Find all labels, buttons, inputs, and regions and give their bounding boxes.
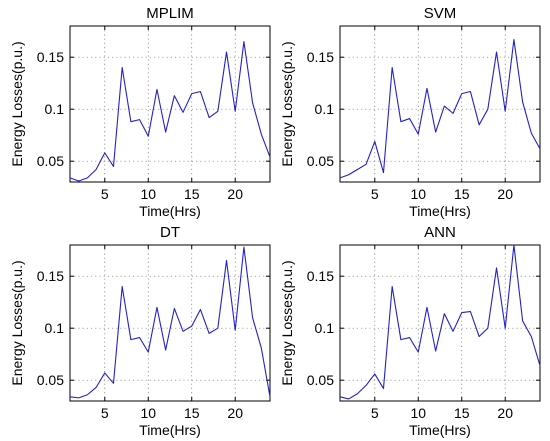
y-axis-label: Energy Losses(p.u.) xyxy=(279,260,295,385)
subplot-title: SVM xyxy=(424,5,457,22)
y-tick-label: 0.05 xyxy=(37,372,64,388)
x-tick-label: 15 xyxy=(454,405,470,421)
y-tick-label: 0.15 xyxy=(37,49,64,65)
y-tick-label: 0.05 xyxy=(307,372,334,388)
x-tick-label: 5 xyxy=(371,405,379,421)
plot-frame xyxy=(339,25,541,183)
y-tick-label: 0.1 xyxy=(315,320,335,336)
plot-frame xyxy=(69,25,271,183)
y-tick-label: 0.15 xyxy=(37,268,64,284)
subplot-mplim: 5 10 15 20 0.05 0.1 0.15 MPLIM Time(Hrs) Energy L… xyxy=(9,5,271,219)
subplot-title: ANN xyxy=(424,224,456,241)
subplot-svm: 5 10 15 20 0.05 0.1 0.15 SVM Time(Hrs) Energy Los… xyxy=(279,5,541,219)
series-line-mplim xyxy=(69,41,271,182)
subplot-title: DT xyxy=(160,224,180,241)
x-tick-label: 15 xyxy=(184,405,200,421)
y-tick-label: 0.1 xyxy=(315,101,335,117)
x-axis-label: Time(Hrs) xyxy=(139,203,201,219)
subplot-ann: 5 10 15 20 0.05 0.1 0.15 ANN Time(Hrs) Energy Los… xyxy=(279,224,541,438)
x-tick-label: 5 xyxy=(371,186,379,202)
y-axis-label: Energy Losses(p.u.) xyxy=(9,41,25,166)
x-tick-label: 5 xyxy=(101,186,109,202)
x-tick-label: 15 xyxy=(184,186,200,202)
x-tick-label: 20 xyxy=(227,405,243,421)
subplot-title: MPLIM xyxy=(146,5,194,22)
y-tick-label: 0.05 xyxy=(307,153,334,169)
x-tick-label: 20 xyxy=(497,405,513,421)
y-tick-label: 0.1 xyxy=(45,101,65,117)
x-tick-label: 10 xyxy=(410,405,426,421)
y-axis-label: Energy Losses(p.u.) xyxy=(9,260,25,385)
x-axis-label: Time(Hrs) xyxy=(409,203,471,219)
y-tick-label: 0.05 xyxy=(37,153,64,169)
x-axis-label: Time(Hrs) xyxy=(409,422,471,438)
series-line-dt xyxy=(69,246,271,399)
x-tick-label: 10 xyxy=(140,405,156,421)
x-tick-label: 10 xyxy=(140,186,156,202)
plot-frame xyxy=(69,244,271,402)
y-axis-label: Energy Losses(p.u.) xyxy=(279,41,295,166)
series-line-svm xyxy=(339,38,541,179)
x-tick-label: 5 xyxy=(101,405,109,421)
x-tick-label: 10 xyxy=(410,186,426,202)
x-axis-label: Time(Hrs) xyxy=(139,422,201,438)
y-tick-label: 0.15 xyxy=(307,268,334,284)
plot-frame xyxy=(339,244,541,402)
y-tick-label: 0.1 xyxy=(45,320,65,336)
x-tick-label: 20 xyxy=(497,186,513,202)
x-tick-label: 15 xyxy=(454,186,470,202)
y-tick-label: 0.15 xyxy=(307,49,334,65)
x-tick-label: 20 xyxy=(227,186,243,202)
series-line-ann xyxy=(339,244,541,400)
subplot-dt: 5 10 15 20 0.05 0.1 0.15 DT Time(Hrs) Energy Loss… xyxy=(9,224,271,438)
